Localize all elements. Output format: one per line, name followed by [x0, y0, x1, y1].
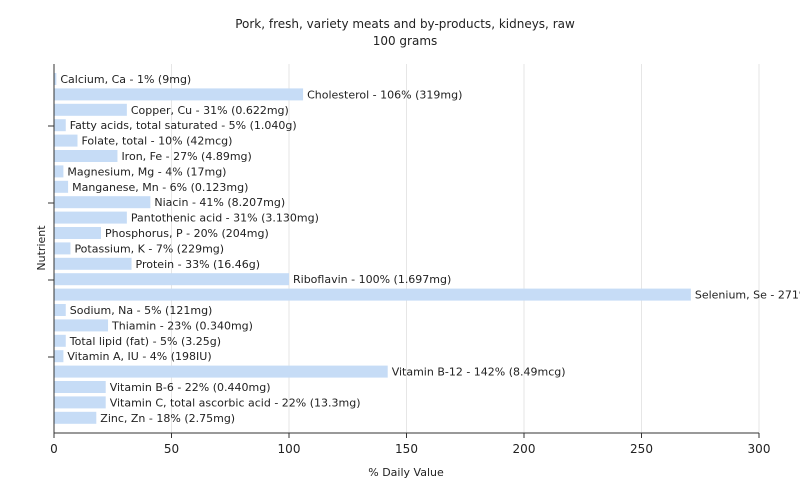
- bar-label: Total lipid (fat) - 5% (3.25g): [69, 335, 221, 348]
- x-tick-label: 0: [50, 442, 58, 456]
- bar: [54, 150, 118, 162]
- bar: [54, 365, 388, 378]
- bar: [54, 119, 66, 132]
- x-tick-label: 150: [395, 442, 418, 456]
- bar: [54, 165, 64, 178]
- bar-label: Vitamin B-12 - 142% (8.49mcg): [392, 366, 566, 379]
- bar-label: Protein - 33% (16.46g): [136, 258, 261, 271]
- bar: [54, 196, 151, 209]
- bar: [54, 319, 109, 332]
- bar: [54, 350, 64, 363]
- bar: [54, 211, 127, 224]
- y-axis-label: Nutrient: [35, 225, 48, 271]
- bar: [54, 180, 69, 193]
- bar-label: Selenium, Se - 271% (190.0mcg): [695, 289, 800, 302]
- x-tick-label: 50: [164, 442, 179, 456]
- bar-label: Cholesterol - 106% (319mg): [307, 88, 462, 101]
- bar: [54, 288, 691, 301]
- bar: [54, 273, 289, 286]
- chart-title: Pork, fresh, variety meats and by-produc…: [235, 17, 575, 31]
- bar-label: Calcium, Ca - 1% (9mg): [60, 73, 191, 86]
- bar-label: Fatty acids, total saturated - 5% (1.040…: [70, 119, 297, 132]
- x-tick-label: 250: [630, 442, 653, 456]
- bar-label: Vitamin B-6 - 22% (0.440mg): [110, 381, 271, 394]
- bar: [54, 134, 78, 147]
- bar-label: Manganese, Mn - 6% (0.123mg): [72, 181, 248, 194]
- bar: [54, 103, 127, 116]
- bar-label: Copper, Cu - 31% (0.622mg): [131, 104, 289, 117]
- axes-group: 0 50 100 150 200 250 300: [48, 64, 770, 456]
- bar: [54, 396, 106, 409]
- bar-label: Sodium, Na - 5% (121mg): [70, 304, 213, 317]
- bar: [54, 411, 97, 424]
- bar-label: Vitamin C, total ascorbic acid - 22% (13…: [110, 396, 361, 409]
- x-tick-label: 100: [278, 442, 301, 456]
- bars-group: Calcium, Ca - 1% (9mg) Cholesterol - 106%…: [54, 73, 800, 425]
- bar-label: Vitamin A, IU - 4% (198IU): [67, 350, 211, 363]
- bar: [54, 304, 66, 316]
- bar-label: Magnesium, Mg - 4% (17mg): [67, 165, 226, 178]
- bar: [54, 88, 304, 101]
- bar-label: Potassium, K - 7% (229mg): [74, 242, 224, 255]
- x-tick-label: 300: [748, 442, 771, 456]
- bar: [54, 381, 106, 393]
- bar-label: Riboflavin - 100% (1.697mg): [293, 273, 451, 286]
- bar-label: Phosphorus, P - 20% (204mg): [105, 227, 269, 240]
- bar-label: Iron, Fe - 27% (4.89mg): [121, 150, 251, 163]
- bar: [54, 334, 66, 347]
- bar: [54, 242, 71, 255]
- bar-label: Pantothenic acid - 31% (3.130mg): [131, 212, 319, 225]
- chart-subtitle: 100 grams: [373, 34, 438, 48]
- bar: [54, 227, 101, 239]
- bar: [54, 73, 57, 85]
- bar-label: Folate, total - 10% (42mcg): [82, 135, 233, 148]
- bar: [54, 257, 132, 270]
- x-tick-label: 200: [513, 442, 536, 456]
- bar-label: Zinc, Zn - 18% (2.75mg): [100, 412, 235, 425]
- x-axis-label: % Daily Value: [368, 466, 444, 479]
- bar-label: Niacin - 41% (8.207mg): [154, 196, 285, 209]
- bar-label: Thiamin - 23% (0.340mg): [111, 319, 253, 332]
